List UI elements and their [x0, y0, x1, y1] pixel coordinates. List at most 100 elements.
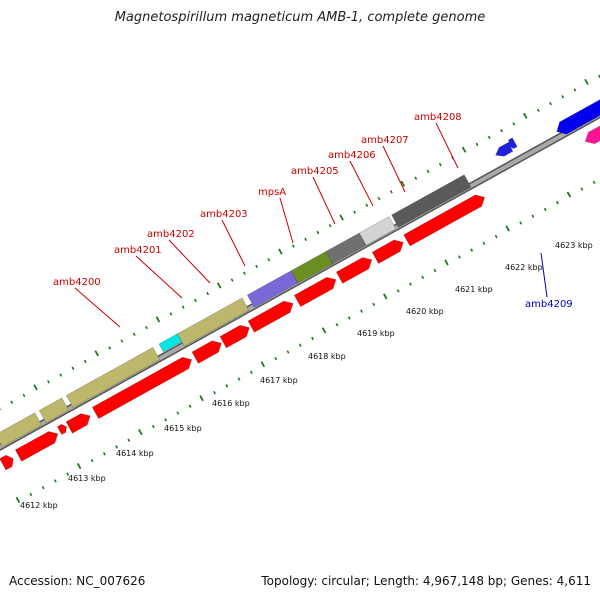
tick-inner [444, 259, 449, 266]
tick-inner [396, 289, 400, 293]
tick-outer [33, 384, 38, 391]
tick-inner [482, 241, 486, 246]
tick-outer [389, 190, 393, 194]
tick-outer [400, 180, 406, 187]
genome-summary-text: Topology: circular; Length: 4,967,148 bp… [261, 574, 591, 588]
tick-inner [164, 418, 168, 422]
tick-inner [519, 221, 523, 225]
gene-box-cyan [158, 333, 183, 353]
cds-arrow [403, 194, 486, 247]
tick-outer [523, 112, 528, 119]
tick-outer [59, 373, 63, 377]
tick-inner [347, 316, 351, 320]
gene-box-khaki [38, 397, 70, 424]
tick-outer [561, 95, 565, 99]
gene-label: amb4206 [328, 150, 376, 161]
tick-inner [66, 472, 70, 476]
tick-outer [461, 146, 467, 153]
tick-inner [53, 479, 57, 483]
tick-inner [127, 438, 131, 442]
gene-labels: amb4200 amb4201 amb4202 amb4203 mpsA amb4205 a… [53, 112, 573, 310]
tick-inner [383, 293, 388, 300]
tick-inner [138, 429, 143, 436]
tick-inner [15, 496, 21, 504]
tick-inner [176, 411, 180, 415]
leader-line [221, 219, 246, 267]
axis-label: 4615 kbp [164, 424, 202, 433]
axis-label: 4617 kbp [260, 376, 298, 385]
tick-inner [421, 275, 425, 279]
tick-outer [267, 257, 271, 262]
tick-inner [566, 191, 572, 198]
tick-inner [286, 350, 290, 354]
cds-arrow [65, 413, 91, 434]
tick-inner [372, 302, 376, 307]
tick-outer [94, 350, 99, 357]
tick-outer [487, 135, 491, 140]
tick-outer [10, 400, 14, 404]
tick-inner [360, 309, 363, 313]
tick-outer [242, 271, 246, 275]
tick-inner [580, 187, 584, 191]
leader-line [279, 197, 294, 244]
leader-line [349, 160, 374, 207]
tick-outer [512, 122, 516, 126]
tick-inner [274, 357, 278, 361]
axis-label: 4622 kbp [505, 263, 543, 272]
cds-arrow [293, 276, 337, 308]
axis-label: 4614 kbp [116, 449, 154, 458]
tick-inner [592, 180, 596, 184]
gene-label: amb4203 [200, 209, 248, 220]
tick-outer [155, 316, 161, 323]
tick-inner [151, 424, 155, 429]
tick-outer [71, 366, 75, 370]
leader-line [168, 239, 211, 284]
gene-label: amb4205 [291, 166, 339, 177]
tick-outer [216, 282, 222, 289]
cds-arrow [0, 454, 14, 471]
gene-label: amb4207 [361, 135, 409, 146]
tick-inner [102, 452, 106, 456]
axis-label: 4618 kbp [308, 352, 346, 361]
tick-outer [353, 210, 357, 214]
tick-outer [426, 169, 430, 174]
tick-outer [193, 298, 197, 303]
cds-arrow [56, 423, 67, 435]
tick-inner [29, 492, 33, 497]
leader-line [312, 176, 336, 225]
tick-inner [458, 255, 461, 259]
tick-inner [115, 445, 119, 449]
gene-label: mpsA [258, 187, 286, 198]
tick-outer [181, 305, 185, 309]
gene-box-khaki [176, 297, 250, 347]
axis-label: 4612 kbp [20, 501, 58, 510]
gene-label: amb4201 [114, 245, 162, 256]
tick-inner [237, 377, 241, 381]
cds-arrow-reverse [584, 125, 600, 145]
gene-box-lightgrey [358, 216, 397, 246]
tick-outer [83, 359, 87, 364]
tick-inner [249, 370, 253, 375]
cds-arrow [14, 431, 59, 462]
tick-outer [377, 196, 381, 201]
tick-inner [409, 282, 412, 286]
tick-inner [531, 214, 535, 218]
tick-outer [328, 224, 332, 228]
tick-inner [260, 361, 266, 368]
tick-outer [47, 380, 50, 384]
tick-outer [316, 230, 320, 235]
gene-box-khaki [65, 346, 161, 409]
gene-label: amb4208 [414, 112, 462, 123]
tick-inner [543, 207, 547, 212]
tick-inner [321, 327, 327, 334]
cds-arrow [91, 356, 193, 420]
axis-label: 4623 kbp [555, 241, 593, 250]
tick-outer [132, 332, 136, 337]
tick-inner [41, 485, 45, 490]
tick-outer [169, 312, 173, 316]
tick-inner [213, 390, 216, 395]
cds-arrow-reverse [508, 137, 518, 149]
tick-inner [311, 336, 314, 341]
tick-inner [298, 343, 302, 347]
